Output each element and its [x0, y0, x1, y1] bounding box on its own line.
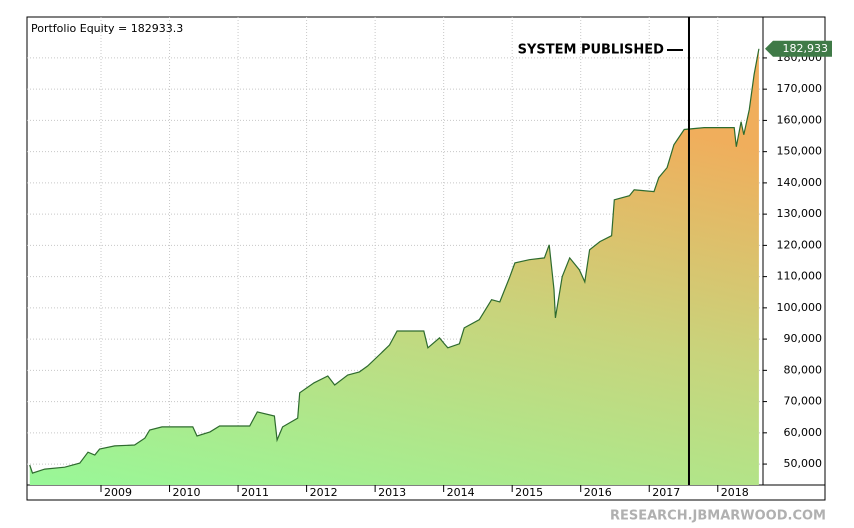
x-tick-label: 2012 — [310, 486, 338, 499]
x-tick-label: 2018 — [721, 486, 749, 499]
last-value-label: 182,933 — [783, 42, 829, 55]
y-tick-label: 170,000 — [777, 82, 823, 95]
y-tick-label: 140,000 — [777, 176, 823, 189]
x-tick-label: 2009 — [104, 486, 132, 499]
x-tick-label: 2017 — [652, 486, 680, 499]
x-tick-label: 2010 — [173, 486, 201, 499]
equity-line — [29, 48, 760, 474]
y-tick-label: 80,000 — [784, 363, 823, 376]
y-tick-label: 100,000 — [777, 301, 823, 314]
published-label: SYSTEM PUBLISHED — [518, 43, 665, 58]
y-tick-label: 50,000 — [784, 457, 823, 470]
x-tick-label: 2016 — [584, 486, 612, 499]
y-tick-label: 90,000 — [784, 332, 823, 345]
chart-title: Portfolio Equity = 182933.3 — [31, 22, 183, 35]
y-tick-label: 160,000 — [777, 113, 823, 126]
last-value-marker — [765, 40, 832, 57]
x-tick-label: 2015 — [515, 486, 543, 499]
y-tick-label: 70,000 — [784, 395, 823, 408]
x-tick-label: 2013 — [378, 486, 406, 499]
equity-area — [29, 48, 759, 486]
y-tick-label: 110,000 — [777, 270, 823, 283]
y-tick-label: 60,000 — [784, 426, 823, 439]
y-tick-label: 130,000 — [777, 207, 823, 220]
x-tick-label: 2011 — [241, 486, 269, 499]
y-tick-label: 120,000 — [777, 238, 823, 251]
y-tick-label: 150,000 — [777, 145, 823, 158]
watermark: RESEARCH.JBMARWOOD.COM — [610, 509, 826, 524]
x-tick-label: 2014 — [447, 486, 475, 499]
